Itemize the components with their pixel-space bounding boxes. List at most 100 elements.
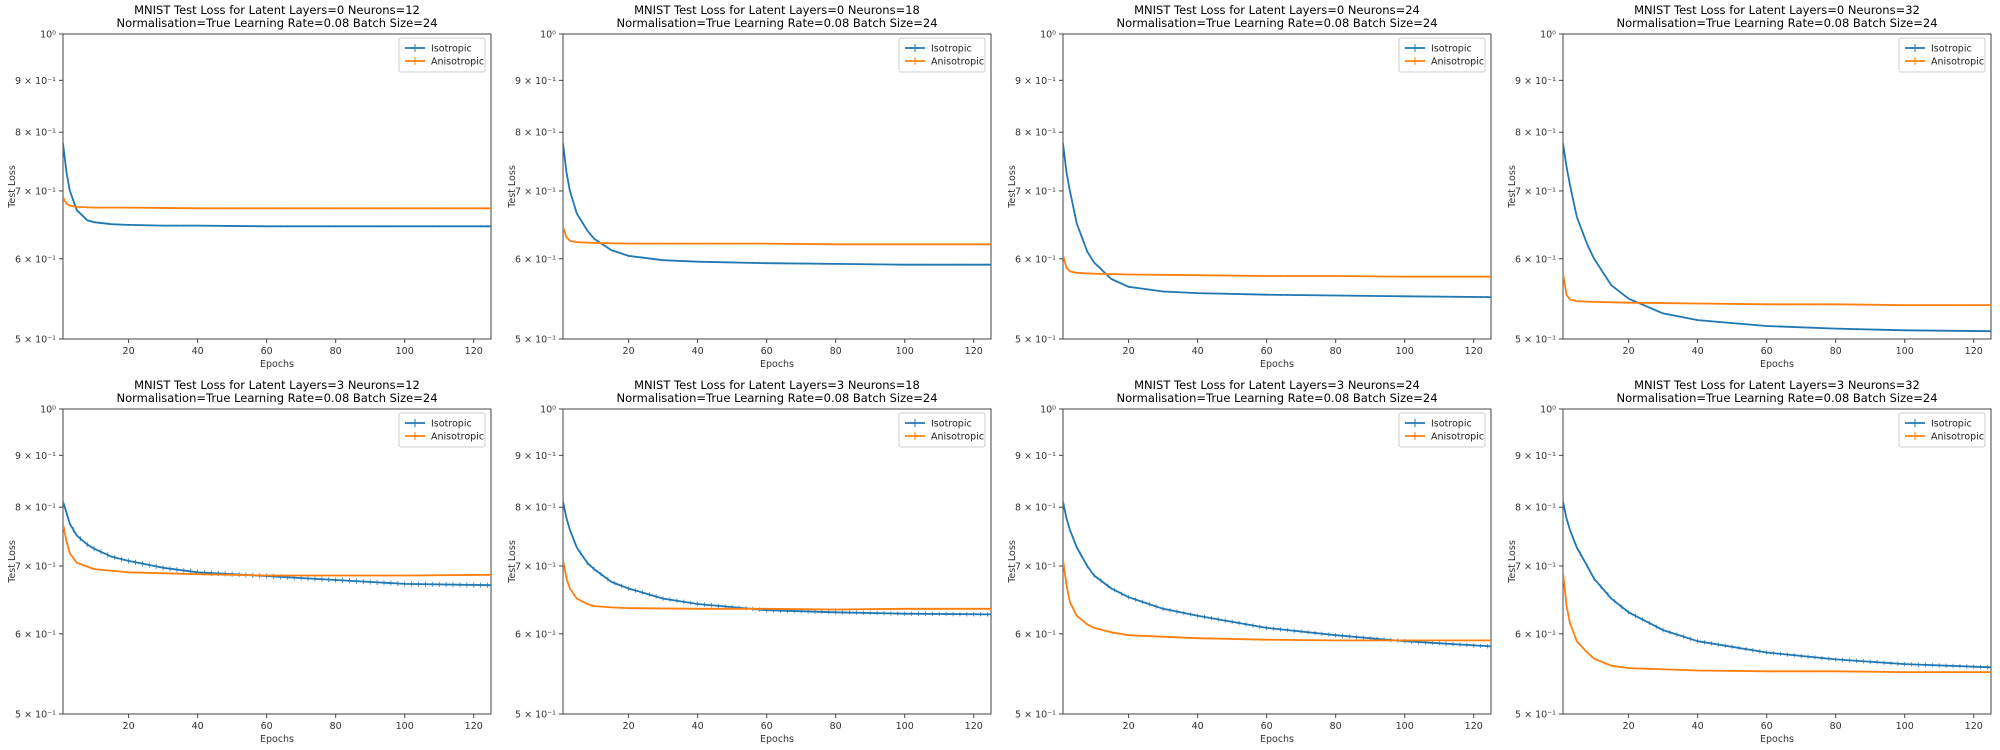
x-tick-label: 120 [1465, 346, 1483, 357]
chart-panel: MNIST Test Loss for Latent Layers=0 Neur… [1007, 3, 1492, 370]
legend-label: Isotropic [1931, 44, 1972, 55]
x-tick-label: 120 [1965, 346, 1983, 357]
series-line [1063, 254, 1491, 278]
series-isotropic [1563, 501, 1991, 670]
series-anisotropic [1563, 572, 1991, 673]
legend: Isotropic Anisotropic [1398, 412, 1486, 448]
legend-label: Anisotropic [431, 432, 484, 443]
chart-subtitle: Normalisation=True Learning Rate=0.08 Ba… [1616, 391, 1937, 405]
series-line [563, 559, 991, 611]
y-tick-label: 9 × 10⁻¹ [1015, 451, 1056, 462]
series-line [1063, 501, 1491, 648]
x-tick-label: 60 [1761, 721, 1773, 732]
y-tick-label: 7 × 10⁻¹ [515, 186, 556, 197]
legend: Isotropic Anisotropic [898, 412, 986, 448]
x-tick-label: 20 [1123, 346, 1135, 357]
x-axis-label: Epochs [1760, 359, 1794, 370]
chart-panel: MNIST Test Loss for Latent Layers=3 Neur… [1507, 378, 1992, 745]
series-anisotropic [63, 523, 491, 577]
x-tick-label: 20 [1623, 721, 1635, 732]
x-tick-label: 20 [1123, 721, 1135, 732]
x-tick-label: 100 [896, 721, 914, 732]
y-tick-label: 5 × 10⁻¹ [15, 335, 56, 346]
legend-label: Isotropic [1431, 419, 1472, 430]
x-tick-label: 60 [761, 721, 773, 732]
y-tick-label: 6 × 10⁻¹ [15, 254, 56, 265]
legend-label: Isotropic [431, 44, 472, 55]
series-line [63, 143, 491, 228]
x-tick-label: 120 [1465, 721, 1483, 732]
chart-subtitle: Normalisation=True Learning Rate=0.08 Ba… [1616, 16, 1937, 30]
series-line [63, 196, 491, 210]
y-tick-label: 7 × 10⁻¹ [1515, 561, 1556, 572]
y-tick-label: 6 × 10⁻¹ [15, 629, 56, 640]
y-tick-label: 9 × 10⁻¹ [15, 451, 56, 462]
legend-label: Anisotropic [931, 432, 984, 443]
x-axis-label: Epochs [760, 359, 794, 370]
y-tick-label: 8 × 10⁻¹ [515, 503, 556, 514]
y-tick-label: 8 × 10⁻¹ [15, 503, 56, 514]
y-tick-label: 5 × 10⁻¹ [1515, 710, 1556, 721]
legend: Isotropic Anisotropic [1398, 37, 1486, 73]
x-tick-label: 60 [261, 346, 273, 357]
x-tick-label: 20 [1623, 346, 1635, 357]
y-tick-label: 6 × 10⁻¹ [1015, 254, 1056, 265]
y-tick-label: 10⁰ [540, 405, 556, 416]
series-anisotropic [563, 559, 991, 611]
x-tick-label: 80 [330, 721, 342, 732]
chart-panel: MNIST Test Loss for Latent Layers=0 Neur… [1507, 3, 1992, 370]
legend-label: Isotropic [931, 44, 972, 55]
x-tick-label: 20 [123, 721, 135, 732]
x-tick-label: 100 [1396, 346, 1414, 357]
legend-label: Anisotropic [431, 57, 484, 68]
y-tick-label: 5 × 10⁻¹ [1515, 335, 1556, 346]
x-tick-label: 40 [1692, 346, 1704, 357]
y-tick-label: 6 × 10⁻¹ [515, 254, 556, 265]
y-tick-label: 6 × 10⁻¹ [1515, 629, 1556, 640]
x-tick-label: 20 [123, 346, 135, 357]
chart-panel: MNIST Test Loss for Latent Layers=3 Neur… [7, 378, 492, 745]
y-tick-label: 9 × 10⁻¹ [1515, 451, 1556, 462]
series-isotropic [1063, 501, 1491, 649]
legend: Isotropic Anisotropic [1898, 412, 1986, 448]
x-tick-label: 120 [965, 721, 983, 732]
y-tick-label: 7 × 10⁻¹ [1015, 186, 1056, 197]
y-tick-label: 10⁰ [540, 30, 556, 41]
x-tick-label: 80 [1330, 346, 1342, 357]
y-tick-label: 10⁰ [40, 405, 56, 416]
y-tick-label: 8 × 10⁻¹ [515, 128, 556, 139]
plot-area [1062, 408, 1492, 715]
y-axis-label: Test Loss [1507, 540, 1518, 584]
x-axis-label: Epochs [260, 734, 294, 745]
x-tick-label: 60 [1761, 346, 1773, 357]
y-tick-label: 10⁰ [1040, 30, 1056, 41]
chart-title: MNIST Test Loss for Latent Layers=0 Neur… [1134, 3, 1420, 17]
y-tick-label: 9 × 10⁻¹ [515, 76, 556, 87]
x-tick-label: 100 [396, 346, 414, 357]
chart-panel: MNIST Test Loss for Latent Layers=3 Neur… [507, 378, 992, 745]
y-tick-label: 8 × 10⁻¹ [1515, 128, 1556, 139]
x-axis-label: Epochs [1760, 734, 1794, 745]
y-tick-label: 10⁰ [1540, 405, 1556, 416]
plot-area [1562, 33, 1992, 340]
y-tick-label: 9 × 10⁻¹ [515, 451, 556, 462]
y-tick-label: 10⁰ [1040, 405, 1056, 416]
legend-box [398, 412, 486, 448]
y-tick-label: 5 × 10⁻¹ [1015, 335, 1056, 346]
y-tick-label: 7 × 10⁻¹ [1015, 561, 1056, 572]
x-tick-label: 100 [396, 721, 414, 732]
y-tick-label: 9 × 10⁻¹ [1015, 76, 1056, 87]
series-line [1563, 501, 1991, 669]
y-tick-label: 8 × 10⁻¹ [1515, 503, 1556, 514]
y-tick-label: 6 × 10⁻¹ [1515, 254, 1556, 265]
x-tick-label: 80 [1830, 346, 1842, 357]
y-tick-label: 10⁰ [1540, 30, 1556, 41]
series-isotropic [563, 143, 991, 266]
series-line [1563, 143, 1991, 333]
chart-subtitle: Normalisation=True Learning Rate=0.08 Ba… [616, 391, 937, 405]
plot-area [1562, 408, 1992, 715]
y-axis-label: Test Loss [1007, 165, 1018, 209]
series-anisotropic [1563, 273, 1991, 307]
legend-label: Anisotropic [1931, 57, 1984, 68]
legend-label: Isotropic [1431, 44, 1472, 55]
